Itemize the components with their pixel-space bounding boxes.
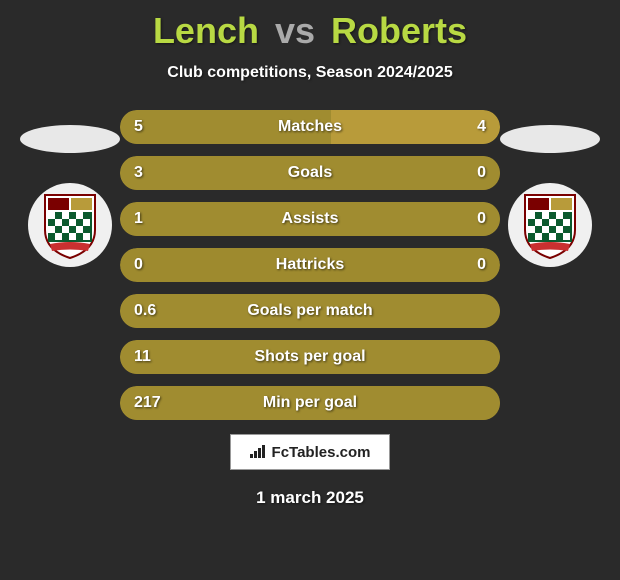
player2-club-crest — [508, 183, 592, 267]
stat-right-value: 4 — [477, 118, 486, 136]
stat-right-value: 0 — [477, 256, 486, 274]
stat-left-value: 0 — [134, 256, 143, 274]
stat-left-value: 1 — [134, 210, 143, 228]
stat-left-value: 5 — [134, 118, 143, 136]
stat-row: 0.6 Goals per match — [120, 294, 500, 328]
stat-label: Hattricks — [276, 256, 344, 274]
stat-row: 0 Hattricks 0 — [120, 248, 500, 282]
stat-label: Goals — [288, 164, 332, 182]
comparison-title: Lench vs Roberts — [0, 0, 620, 52]
stat-right-value: 0 — [477, 210, 486, 228]
stat-row: 5 Matches 4 — [120, 110, 500, 144]
stat-left-value: 11 — [134, 348, 151, 366]
fctables-logo[interactable]: FcTables.com — [230, 434, 390, 470]
stat-label: Assists — [282, 210, 339, 228]
stat-row: 3 Goals 0 — [120, 156, 500, 190]
player1-badge-group — [20, 125, 120, 267]
logo-text: FcTables.com — [272, 444, 371, 461]
crest-icon — [40, 190, 100, 260]
player2-name: Roberts — [331, 10, 467, 51]
stat-right-value: 0 — [477, 164, 486, 182]
vs-separator: vs — [275, 10, 315, 51]
player1-silhouette — [20, 125, 120, 153]
stat-label: Min per goal — [263, 394, 357, 412]
stat-left-value: 217 — [134, 394, 161, 412]
stat-label: Goals per match — [247, 302, 372, 320]
bars-icon — [250, 445, 268, 459]
crest-icon — [520, 190, 580, 260]
stat-right-bar — [331, 110, 500, 144]
stat-label: Matches — [278, 118, 342, 136]
subtitle-text: Club competitions, Season 2024/2025 — [0, 64, 620, 82]
stat-row: 1 Assists 0 — [120, 202, 500, 236]
stats-container: 5 Matches 4 3 Goals 0 1 Assists 0 0 Hattricks 0 0.6 G… — [120, 110, 500, 420]
player2-badge-group — [500, 125, 600, 267]
player1-name: Lench — [153, 10, 259, 51]
player2-silhouette — [500, 125, 600, 153]
stat-left-value: 0.6 — [134, 302, 156, 320]
date-text: 1 march 2025 — [0, 488, 620, 508]
stat-left-value: 3 — [134, 164, 143, 182]
stat-row: 217 Min per goal — [120, 386, 500, 420]
stat-row: 11 Shots per goal — [120, 340, 500, 374]
player1-club-crest — [28, 183, 112, 267]
stat-label: Shots per goal — [254, 348, 365, 366]
